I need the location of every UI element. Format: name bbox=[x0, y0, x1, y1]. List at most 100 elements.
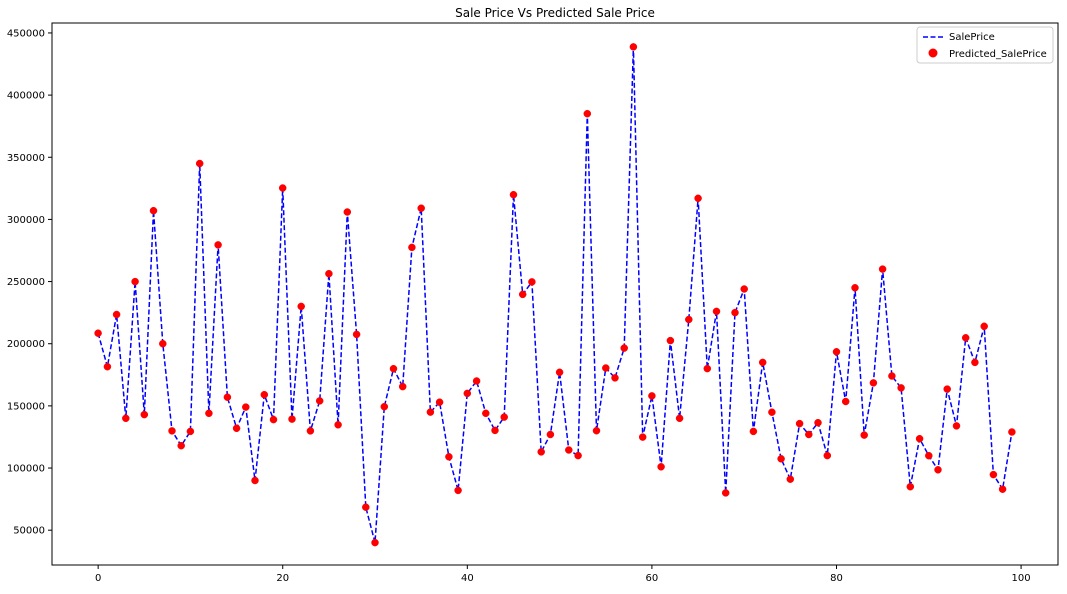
predicted-point bbox=[223, 393, 232, 401]
predicted-point bbox=[112, 310, 121, 319]
predicted-point bbox=[315, 397, 324, 405]
x-tick-label: 0 bbox=[95, 573, 101, 584]
predicted-point bbox=[565, 446, 573, 454]
predicted-point bbox=[805, 430, 813, 439]
predicted-point bbox=[980, 322, 988, 331]
predicted-point bbox=[583, 109, 592, 118]
chart-title: Sale Price Vs Predicted Sale Price bbox=[455, 6, 655, 20]
y-tick-label: 400000 bbox=[7, 91, 45, 102]
predicted-point bbox=[657, 463, 665, 471]
predicted-point bbox=[103, 362, 112, 371]
plot-area-frame bbox=[51, 22, 1059, 566]
predicted-point bbox=[518, 290, 527, 299]
predicted-point bbox=[814, 418, 822, 427]
predicted-point bbox=[832, 348, 841, 356]
predicted-point bbox=[934, 466, 942, 474]
predicted-point bbox=[454, 486, 462, 495]
predicted-point bbox=[574, 451, 582, 460]
predicted-point bbox=[731, 308, 739, 317]
predicted-point bbox=[426, 408, 435, 416]
predicted-point bbox=[343, 208, 352, 216]
y-tick-label: 300000 bbox=[7, 215, 45, 226]
predicted-point bbox=[269, 415, 278, 424]
predicted-point bbox=[1008, 428, 1016, 436]
predicted-point bbox=[777, 455, 785, 463]
predicted-point bbox=[472, 377, 481, 385]
predicted-point bbox=[897, 384, 905, 392]
predicted-point bbox=[878, 265, 887, 273]
predicted-point bbox=[140, 410, 149, 419]
x-tick-label: 80 bbox=[830, 573, 843, 584]
predicted-point bbox=[768, 408, 776, 416]
predicted-point bbox=[841, 397, 850, 406]
predicted-point bbox=[463, 389, 472, 398]
predicted-point bbox=[629, 43, 638, 51]
predicted-point bbox=[500, 413, 508, 421]
predicted-point bbox=[546, 430, 555, 439]
predicted-point bbox=[149, 206, 158, 215]
predicted-point bbox=[823, 451, 832, 460]
series-line-saleprice bbox=[97, 46, 1013, 543]
predicted-point bbox=[288, 415, 296, 423]
predicted-point bbox=[168, 427, 176, 435]
x-tick-label: 20 bbox=[276, 573, 289, 584]
predicted-point bbox=[712, 307, 721, 316]
predicted-point bbox=[491, 426, 499, 435]
predicted-point bbox=[611, 374, 619, 382]
predicted-point bbox=[620, 344, 628, 352]
predicted-point bbox=[906, 482, 915, 491]
y-tick-label: 50000 bbox=[13, 526, 45, 537]
predicted-point bbox=[971, 358, 979, 367]
predicted-point bbox=[888, 372, 896, 380]
predicted-point bbox=[943, 385, 951, 393]
y-axis: 50000 100000 150000 200000 250000 300000 35000… bbox=[7, 28, 52, 537]
predicted-point bbox=[749, 427, 758, 436]
predicted-point bbox=[435, 398, 444, 406]
predicted-point bbox=[398, 382, 407, 391]
predicted-point bbox=[537, 448, 545, 456]
predicted-point bbox=[555, 368, 564, 377]
predicted-point bbox=[417, 204, 425, 212]
predicted-point bbox=[325, 269, 333, 278]
predicted-point bbox=[740, 285, 748, 293]
y-tick-label: 450000 bbox=[7, 28, 45, 39]
predicted-point bbox=[860, 431, 868, 439]
series-layer bbox=[94, 43, 1016, 547]
predicted-point bbox=[232, 424, 241, 433]
predicted-point bbox=[694, 194, 702, 203]
x-axis: 0 20 40 60 80 100 bbox=[95, 565, 1031, 584]
predicted-point bbox=[306, 427, 315, 435]
predicted-point bbox=[998, 485, 1007, 493]
predicted-point bbox=[638, 433, 647, 441]
predicted-point bbox=[159, 339, 167, 348]
predicted-point bbox=[131, 277, 139, 286]
predicted-point bbox=[260, 390, 269, 399]
x-tick-label: 100 bbox=[1012, 573, 1031, 584]
predicted-point bbox=[786, 475, 795, 483]
predicted-point bbox=[952, 422, 961, 430]
predicted-point bbox=[915, 434, 924, 443]
y-tick-label: 100000 bbox=[7, 464, 45, 475]
predicted-point bbox=[195, 159, 204, 168]
predicted-point bbox=[186, 427, 195, 436]
predicted-point bbox=[334, 421, 342, 429]
predicted-point bbox=[795, 419, 804, 428]
predicted-point bbox=[528, 278, 536, 286]
predicted-point bbox=[666, 336, 675, 345]
predicted-point bbox=[214, 241, 222, 249]
y-tick-label: 250000 bbox=[7, 277, 45, 288]
predicted-point bbox=[352, 330, 361, 339]
legend-label-saleprice: SalePrice bbox=[949, 32, 995, 43]
predicted-point bbox=[380, 402, 389, 411]
predicted-point bbox=[445, 453, 453, 461]
predicted-point bbox=[675, 414, 684, 423]
predicted-point bbox=[703, 364, 712, 373]
predicted-point bbox=[177, 441, 185, 450]
predicted-point bbox=[851, 284, 859, 292]
legend-box bbox=[916, 26, 1054, 64]
predicted-point bbox=[297, 302, 305, 311]
predicted-point bbox=[685, 315, 693, 324]
legend: SalePrice Predicted_SalePrice bbox=[916, 26, 1054, 64]
